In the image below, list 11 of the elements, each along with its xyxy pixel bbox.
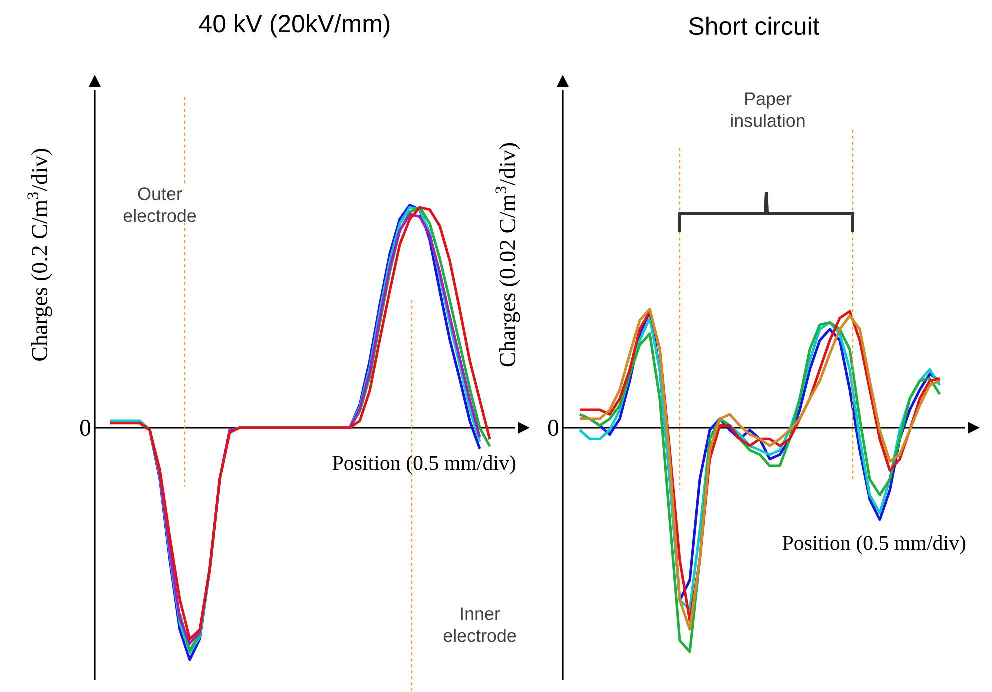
text: Paper insulation	[731, 92, 805, 128]
annotation: Inner electrode	[444, 608, 516, 642]
chart-title: 40 kV (20kV/mm)	[199, 14, 390, 38]
x-axis-title: Position (0.5 mm/div)	[332, 456, 516, 475]
text: 0	[80, 420, 91, 436]
annotation: Outer electrode	[124, 188, 196, 223]
text: 0	[548, 420, 559, 436]
x-axis-title: Position (0.5 mm/div)	[782, 536, 966, 555]
y-axis-title: Charges (0.2 C/m$^{3}$/div)	[28, 149, 52, 362]
y-axis-title: Charges (0.02 C/m$^{3}$/div)	[496, 144, 520, 367]
chart-title: Short circuit	[689, 17, 820, 36]
